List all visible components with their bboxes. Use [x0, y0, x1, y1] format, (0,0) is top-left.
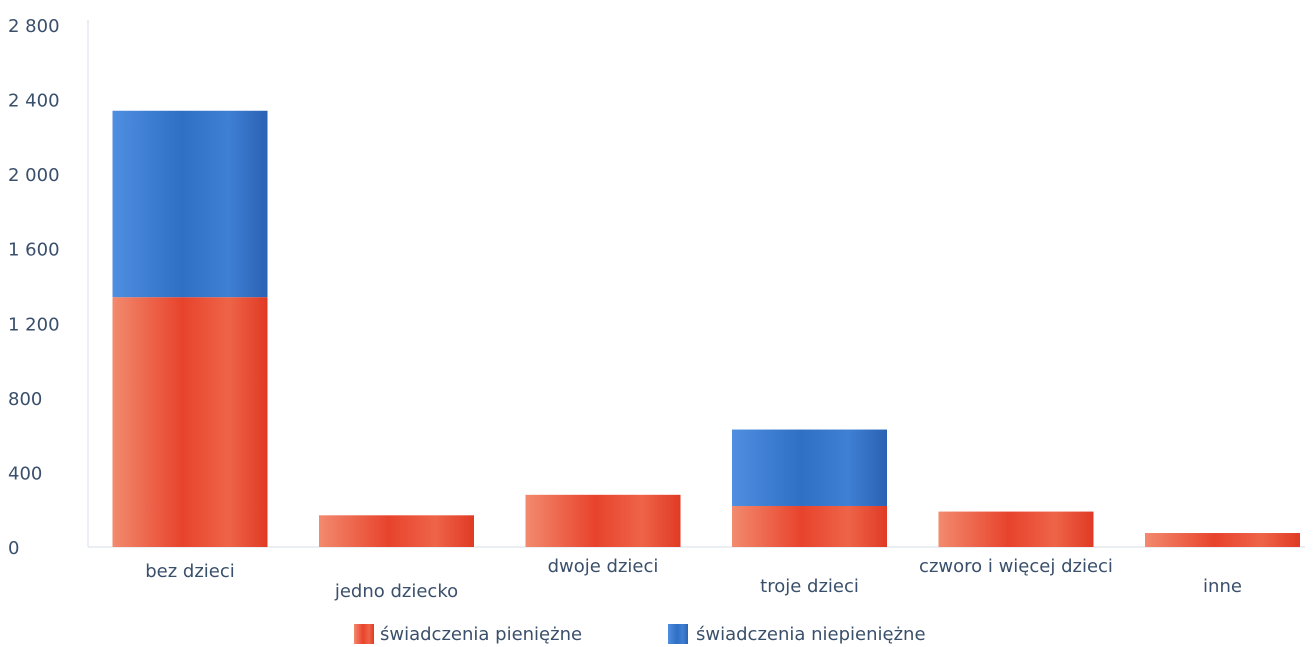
- x-category-label: troje dzieci: [760, 576, 859, 597]
- y-tick-label: 2 000: [8, 165, 60, 186]
- x-category-label: jedno dziecko: [334, 581, 458, 602]
- bar-pieniezne-3: [732, 505, 887, 547]
- x-category-label: dwoje dzieci: [548, 556, 659, 577]
- bar-niepieniezne-0: [112, 110, 268, 298]
- legend-label-1: świadczenia niepieniężne: [696, 624, 926, 645]
- legend-swatch-1: [668, 624, 688, 644]
- bar-niepieniezne-3: [732, 429, 887, 506]
- x-category-label: inne: [1203, 576, 1242, 597]
- bars-group: [112, 110, 1300, 547]
- legend-label-0: świadczenia pieniężne: [380, 624, 582, 645]
- y-tick-label: 1 200: [8, 314, 60, 335]
- bar-pieniezne-5: [1145, 533, 1300, 547]
- y-axis: 0 400 800 1 200 1 600 2 000 2 400 2 800: [8, 16, 89, 559]
- legend-swatch-0: [354, 624, 374, 644]
- x-category-label: bez dzieci: [145, 561, 235, 582]
- legend: świadczenia pieniężne świadczenia niepien…: [354, 624, 926, 645]
- x-category-label: czworo i więcej dzieci: [919, 556, 1113, 577]
- y-tick-label: 400: [8, 463, 42, 484]
- x-axis: bez dzieci jedno dziecko dwoje dzieci troje…: [88, 546, 1305, 602]
- bar-pieniezne-2: [525, 494, 681, 547]
- bar-pieniezne-4: [938, 511, 1094, 547]
- bar-pieniezne-0: [112, 297, 268, 547]
- y-tick-label: 2 400: [8, 91, 60, 112]
- y-tick-label: 1 600: [8, 240, 60, 261]
- y-tick-label: 0: [8, 538, 19, 559]
- y-tick-label: 2 800: [8, 16, 60, 37]
- y-tick-label: 800: [8, 389, 42, 410]
- bar-pieniezne-1: [319, 515, 474, 547]
